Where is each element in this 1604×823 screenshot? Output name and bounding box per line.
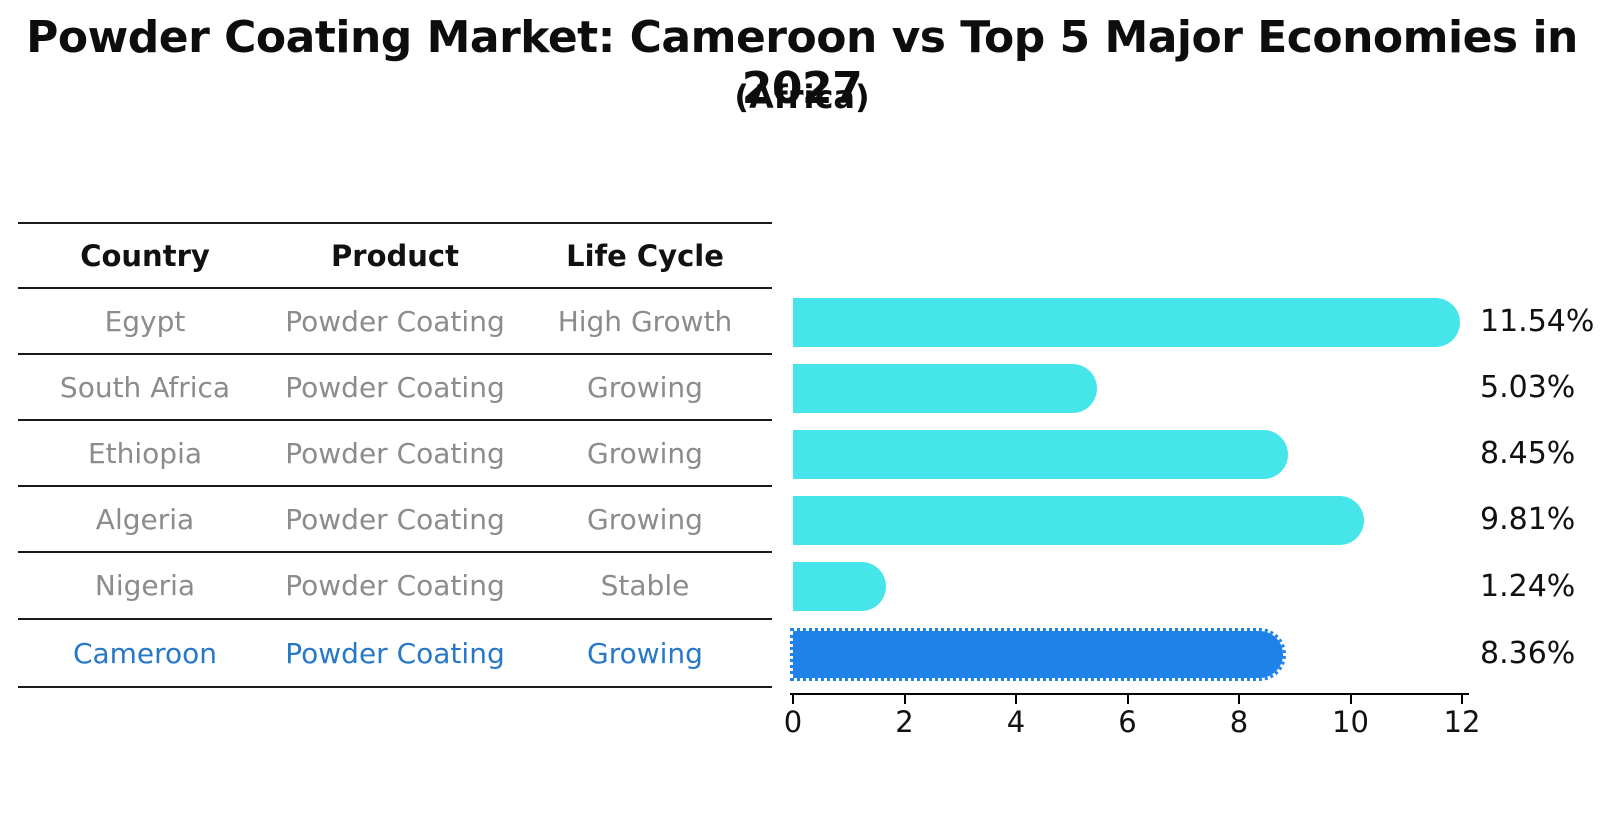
x-tick-label: 2 [895,705,914,739]
table-row-nigeria: Nigeria Powder Coating Stable [18,553,772,620]
x-tick-mark [1015,695,1017,704]
x-tick-mark [1126,695,1129,704]
value-label: 1.24% [1480,568,1576,604]
table-row-algeria: Algeria Powder Coating Growing [18,487,772,553]
value-label: 5.03% [1480,370,1576,405]
value-label: 8.45% [1480,436,1576,471]
table-cell-lifecycle: Growing [587,636,703,670]
value-label: 11.54% [1480,304,1595,339]
table-cell-lifecycle: High Growth [557,304,733,338]
table-row-ethiopia: Ethiopia Powder Coating Growing [18,421,772,487]
table-cell-lifecycle: Stable [600,569,690,602]
table-cell-product: Powder Coating [285,304,505,338]
table-row-egypt: Egypt Powder Coating High Growth [18,289,772,355]
chart-subtitle: (Africa) [734,78,870,116]
x-tick-label: 0 [783,705,803,739]
x-tick-mark [903,695,906,704]
bar-nigeria [793,562,886,611]
x-tick-mark [1238,695,1240,704]
table-row-cameroon: Cameroon Powder Coating Growing [18,620,772,688]
value-label: 9.81% [1480,502,1576,537]
bar-ethiopia [793,429,1288,479]
table-cell-product: Powder Coating [285,636,505,670]
table-cell-country: South Africa [59,370,231,404]
value-label: 8.36% [1480,636,1576,671]
table-cell-country: Cameroon [72,636,218,670]
table-row-south-africa: South Africa Powder Coating Growing [18,355,772,421]
table-header-country: Country [80,238,210,273]
table-header-product: Product [331,238,459,273]
table-header-lifecycle: Life Cycle [566,238,724,273]
x-tick-label: 8 [1229,705,1249,739]
x-tick-label: 6 [1118,705,1137,739]
bar-cameroon [790,627,1286,681]
bar-south-africa [793,363,1097,413]
x-axis-line [790,693,1469,695]
table-cell-product: Powder Coating [285,569,505,602]
table-cell-country: Ethiopia [87,436,203,470]
table-cell-lifecycle: Growing [587,502,703,536]
x-tick-label: 4 [1006,705,1026,739]
x-tick-label: 10 [1332,705,1369,739]
table-cell-product: Powder Coating [285,370,505,404]
x-tick-label: 12 [1443,705,1481,739]
x-tick-mark [1349,695,1352,704]
table-cell-country: Egypt [104,304,186,338]
table-cell-country: Nigeria [94,569,196,602]
bar-egypt [793,297,1460,347]
table-cell-lifecycle: Growing [587,436,703,470]
table-cell-product: Powder Coating [285,436,505,470]
chart-title: Powder Coating Market: Cameroon vs Top 5… [26,12,1578,114]
table-cell-lifecycle: Growing [587,370,703,404]
table-header-row: Country Product Life Cycle [18,222,772,289]
x-tick-mark [792,695,794,704]
bar-algeria [793,495,1364,545]
table-cell-product: Powder Coating [285,502,505,536]
table-cell-country: Algeria [95,502,195,536]
x-tick-mark [1461,695,1463,704]
